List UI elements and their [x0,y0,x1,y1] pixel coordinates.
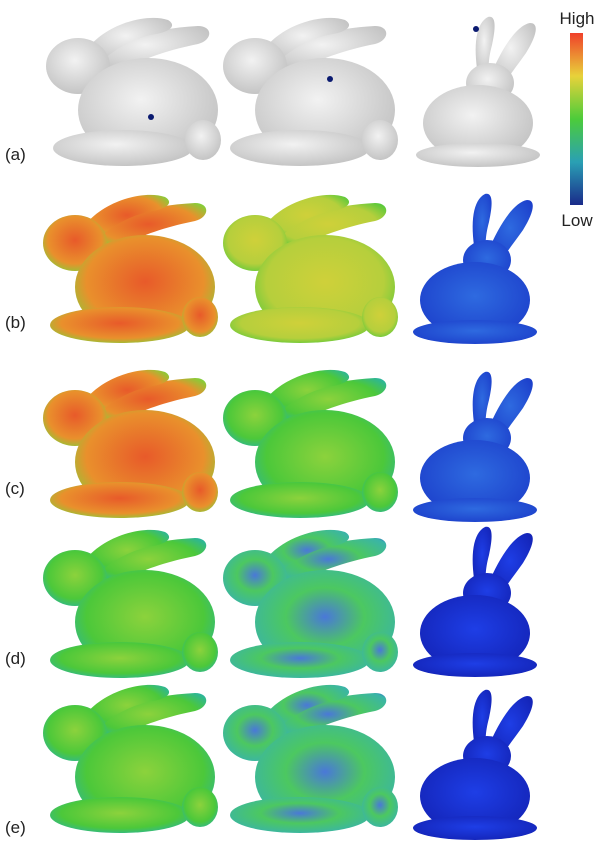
source-point [327,76,333,82]
row-label: (c) [5,479,25,498]
bunny [223,530,398,678]
row-label: (a) [5,145,26,164]
bunny [223,18,398,166]
colorbar-high-label: High [560,9,595,28]
bunny [43,685,218,833]
row-label: (e) [5,818,26,837]
colorbar [570,33,583,205]
source-point [148,114,154,120]
page: High Low (a) (b) (c) (d) (e) (() => { co… [0,0,605,843]
bunny [413,194,537,344]
bunny [43,370,218,518]
colorbar-low-label: Low [561,211,593,230]
source-point [473,26,479,32]
bunny [43,530,218,678]
row-label: (b) [5,313,26,332]
bunny [413,690,537,840]
bunny [43,195,218,343]
bunny [46,18,221,166]
bunny [223,195,398,343]
row-label: (d) [5,649,26,668]
bunny [416,17,540,167]
bunny [413,372,537,522]
bunny [223,685,398,833]
bunny [223,370,398,518]
figure: High Low (a) (b) (c) (d) (e) [0,0,605,843]
bunny [413,527,537,677]
